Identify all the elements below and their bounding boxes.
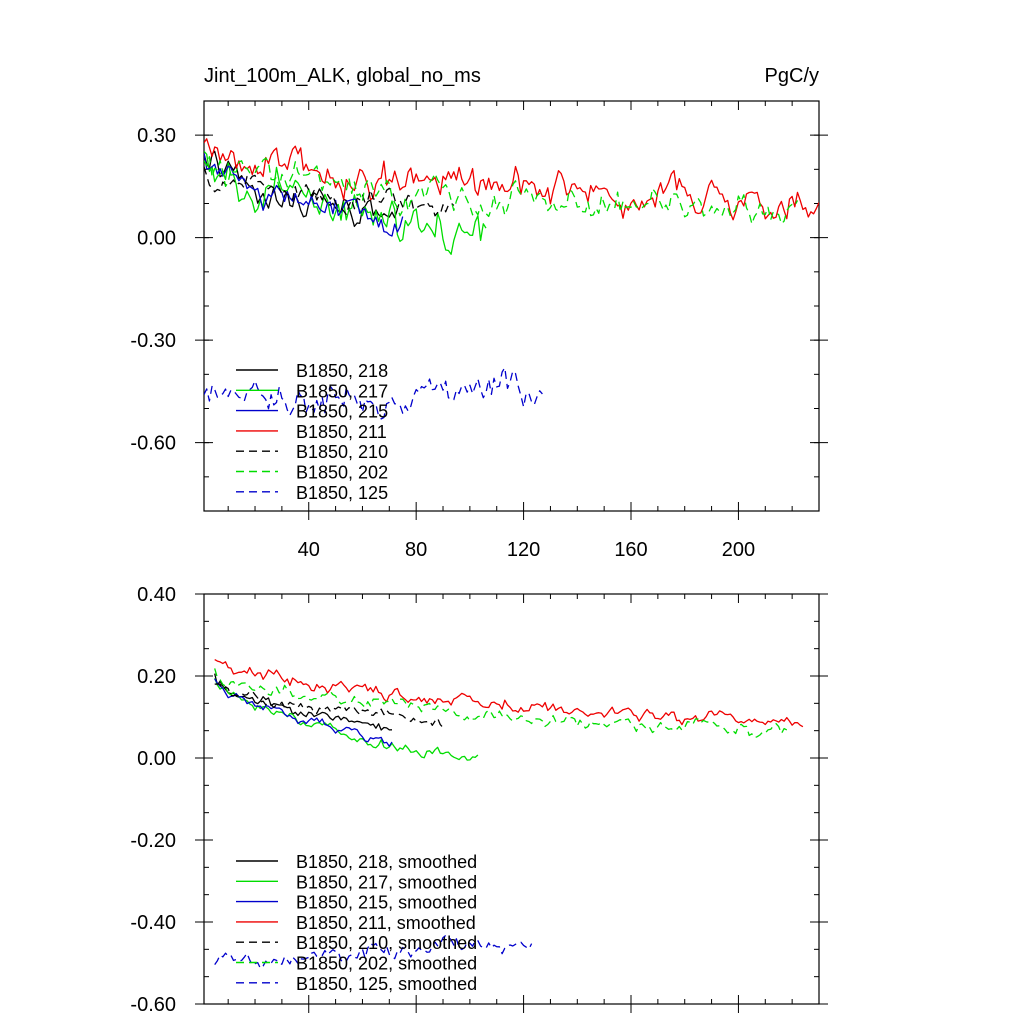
legend-label: B1850, 210 <box>296 442 388 462</box>
y-tick-label: 0.30 <box>137 125 176 147</box>
x-tick-label: 40 <box>298 539 320 561</box>
legend-label: B1850, 125 <box>296 483 388 503</box>
legend-label: B1850, 202 <box>296 463 388 483</box>
y-tick-label: -0.40 <box>130 912 176 934</box>
series-line <box>214 934 533 970</box>
series-lines <box>214 659 804 970</box>
y-tick-label: -0.60 <box>130 433 176 455</box>
y-tick-label: 0.20 <box>137 666 176 688</box>
legend-label: B1850, 215, smoothed <box>296 893 477 913</box>
y-tick-label: -0.20 <box>130 830 176 852</box>
y-tick-label: 0.00 <box>137 748 176 770</box>
units-label: PgC/y <box>765 65 819 87</box>
x-tick-label: 200 <box>722 539 755 561</box>
series-line <box>214 673 393 731</box>
series-line <box>204 156 799 225</box>
series-line <box>214 668 788 739</box>
x-tick-label: 80 <box>405 539 427 561</box>
legend-label: B1850, 210, smoothed <box>296 933 477 953</box>
legend-label: B1850, 218, smoothed <box>296 852 477 872</box>
x-tick-label: 120 <box>507 539 540 561</box>
bottom-panel: 0.40 0.20 0.00 -0.20 -0.40 -0.60 B1850, 218, s… <box>130 584 828 1016</box>
chart-title: Jint_100m_ALK, global_no_ms <box>204 65 481 87</box>
legend-label: B1850, 215 <box>296 402 388 422</box>
plot-frame <box>203 593 820 1005</box>
series-line <box>214 659 804 728</box>
y-tick-label: -0.60 <box>130 994 176 1016</box>
series-line <box>214 683 444 728</box>
legend-label: B1850, 217, smoothed <box>296 872 477 892</box>
legend-label: B1850, 211 <box>296 422 387 442</box>
series-line <box>214 678 393 747</box>
y-tick-label: 0.00 <box>137 228 176 250</box>
series-line <box>204 138 819 221</box>
legend-label: B1850, 125, smoothed <box>296 974 477 994</box>
legend-label: B1850, 217 <box>296 381 388 401</box>
legend-label: B1850, 218 <box>296 361 388 381</box>
x-tick-label: 160 <box>614 539 647 561</box>
series-line <box>204 150 487 255</box>
legend-label: B1850, 211, smoothed <box>296 913 476 933</box>
top-panel: 40 80 120 160 200 0.30 0.00 -0.30 -0.60 B1850, 21… <box>130 100 828 561</box>
legend-label: B1850, 202, smoothed <box>296 954 477 974</box>
y-tick-label: 0.40 <box>137 584 176 606</box>
series-line <box>204 152 404 237</box>
series-lines <box>204 138 819 420</box>
series-line <box>204 166 455 217</box>
y-tick-label: -0.30 <box>130 330 176 352</box>
